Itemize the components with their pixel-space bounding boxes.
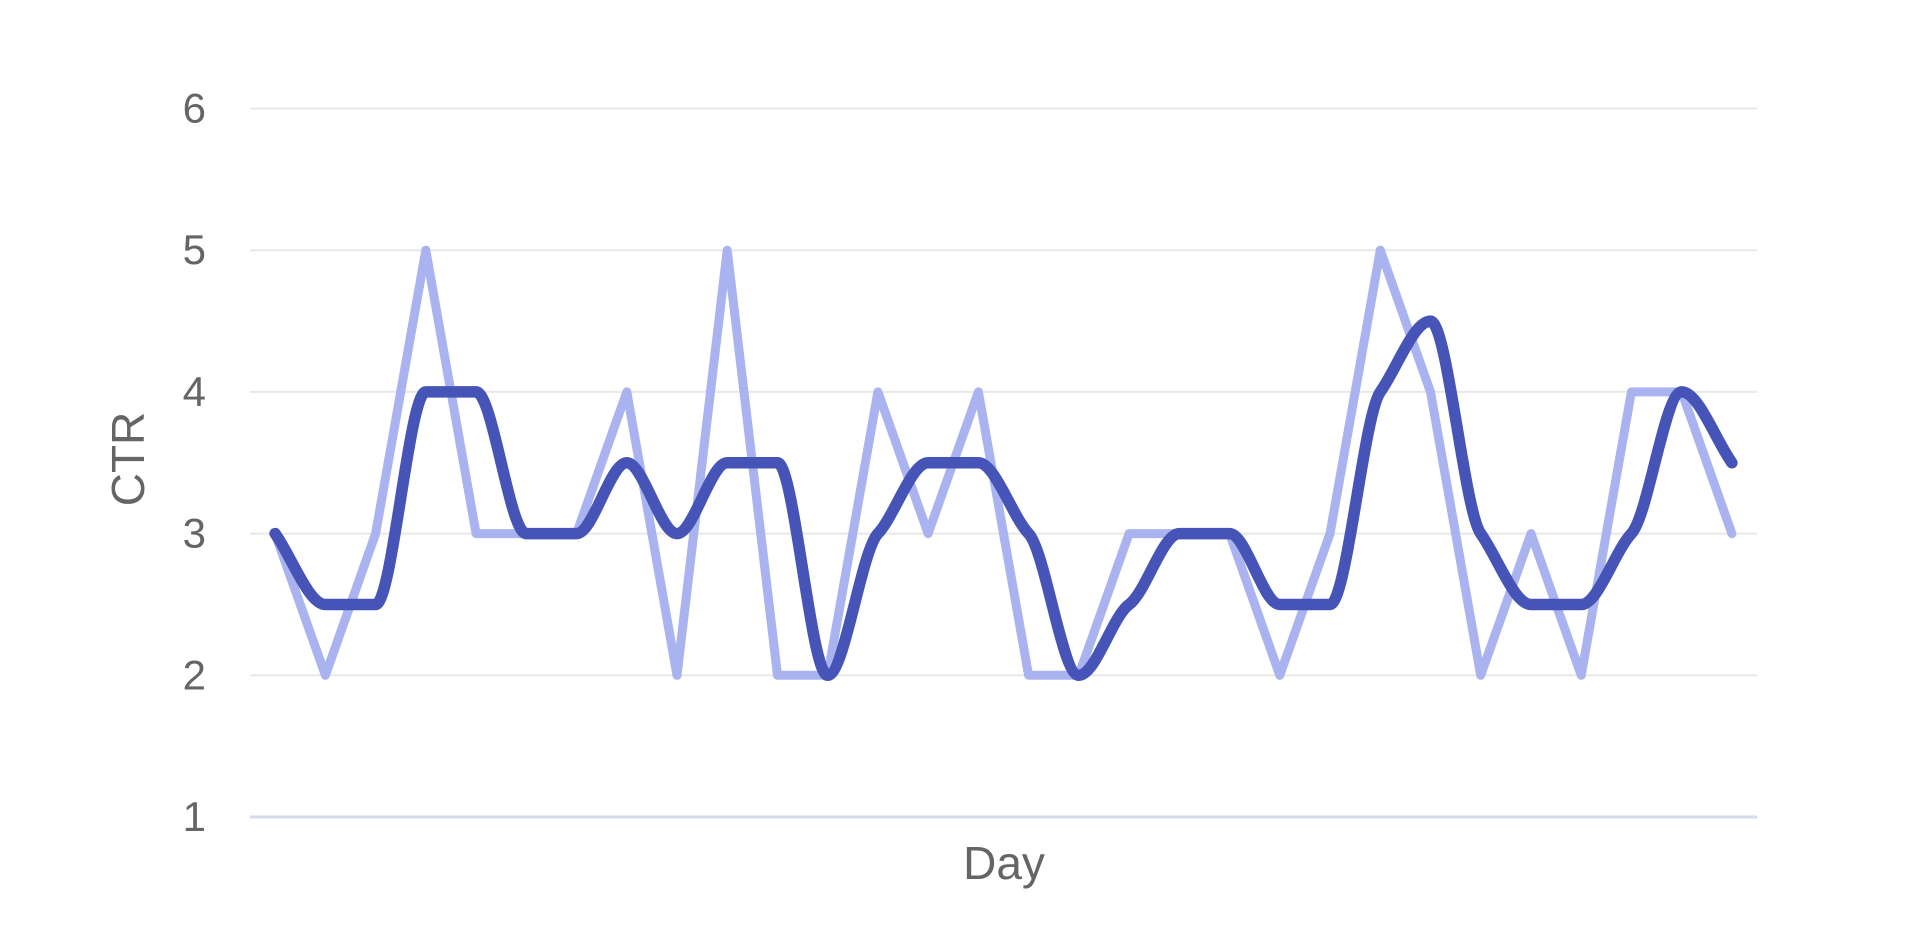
y-axis-title: CTR xyxy=(102,411,154,507)
y-tick-label: 1 xyxy=(183,793,206,840)
daily-ctr-raw-line xyxy=(270,245,1737,680)
y-tick-label: 5 xyxy=(183,226,206,273)
y-tick-label: 4 xyxy=(183,368,206,415)
x-axis-title: Day xyxy=(963,837,1045,889)
y-tick-label: 2 xyxy=(183,651,206,698)
ctr-smoothed-moving-average-line xyxy=(269,315,1738,682)
y-tick-label: 3 xyxy=(183,510,206,557)
y-tick-label: 6 xyxy=(183,85,206,132)
